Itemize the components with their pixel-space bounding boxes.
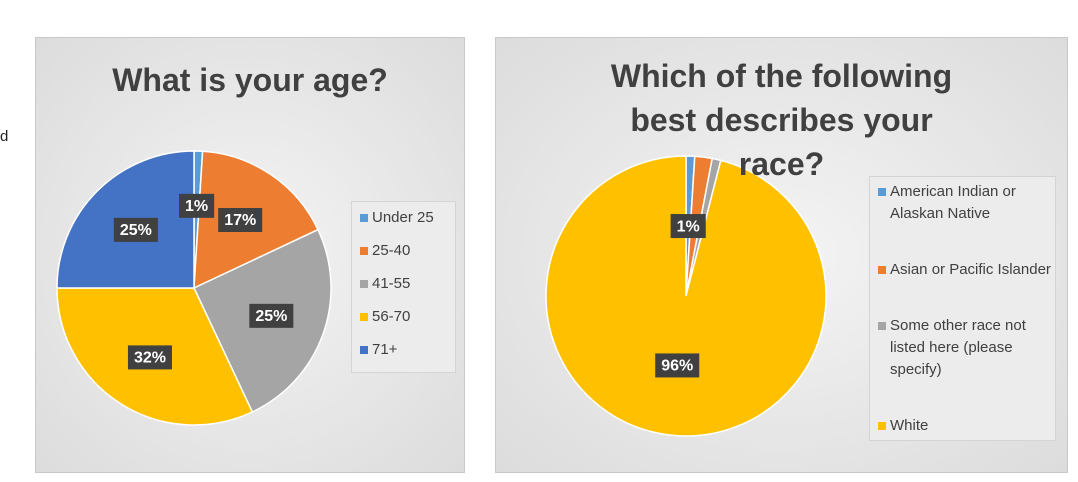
legend-item: American Indian or Alaskan Native (874, 181, 1051, 225)
chart-panel: 1% 96% Which of the following best describ… (495, 37, 1068, 473)
data-label: 32% (127, 345, 172, 370)
data-label: 25% (249, 303, 294, 328)
legend-swatch (878, 422, 886, 430)
legend-item: Some other race not listed here (please … (874, 315, 1051, 381)
data-label: 17% (218, 208, 263, 233)
legend-swatch (360, 247, 368, 255)
data-label-text: 96% (661, 358, 693, 375)
data-label: 1% (179, 193, 215, 218)
legend-item: 56-70 (356, 306, 451, 328)
legend-swatch (360, 280, 368, 288)
data-label-box (113, 217, 158, 242)
data-label-text: 1% (677, 218, 700, 235)
legend: American Indian or Alaskan Native Asian o… (869, 176, 1056, 441)
data-label-box (218, 208, 263, 233)
legend-item: Under 25 (356, 207, 451, 229)
data-label-text: 17% (224, 212, 256, 229)
legend-item: 25-40 (356, 240, 451, 262)
data-label-box (249, 303, 294, 328)
legend-swatch (360, 346, 368, 354)
data-label-text: 25% (255, 308, 287, 325)
legend-text: 41-55 (372, 275, 411, 292)
legend-item: 71+ (356, 339, 451, 361)
pie: 1% 17% 25% 32% 25% (56, 150, 332, 426)
data-label-box (127, 345, 172, 370)
data-label-text: 25% (120, 222, 152, 239)
legend-item: Asian or Pacific Islander (874, 259, 1051, 281)
legend-text: 71+ (372, 341, 398, 358)
legend-text: Under 25 (372, 209, 434, 226)
legend-text: 25-40 (372, 242, 411, 259)
legend: Under 25 25-40 41-55 56-70 71+ (351, 201, 456, 373)
legend-item: 41-55 (356, 273, 451, 295)
data-label-box (670, 214, 706, 239)
data-label-text: 32% (134, 350, 166, 367)
legend-swatch (878, 188, 886, 196)
legend-swatch (878, 266, 886, 274)
legend-text: 56-70 (372, 308, 411, 325)
pie: 1% 96% (545, 155, 827, 437)
data-label: 1% (670, 214, 706, 239)
legend-text: Asian or Pacific Islander (890, 261, 1051, 278)
pie-slice (545, 155, 827, 437)
data-label: 25% (113, 217, 158, 242)
legend-swatch (360, 313, 368, 321)
cropped-text: d (0, 128, 9, 145)
legend-item: White (874, 415, 1051, 437)
chart-title: Which of the following best describes yo… (610, 58, 953, 182)
data-label-box (655, 353, 700, 378)
data-label-text: 1% (185, 198, 208, 215)
data-label-box (179, 193, 215, 218)
legend-text: American Indian or Alaskan Native (890, 183, 1016, 222)
data-label: 96% (655, 353, 700, 378)
legend-text: Some other race not listed here (please … (890, 317, 1026, 378)
legend-text: White (890, 417, 929, 434)
legend-swatch (360, 214, 368, 222)
legend-swatch (878, 322, 886, 330)
chart-panel: 1% 17% 25% 32% 25% What is your age? Under 25… (35, 37, 465, 473)
chart-title: What is your age? (112, 62, 388, 98)
